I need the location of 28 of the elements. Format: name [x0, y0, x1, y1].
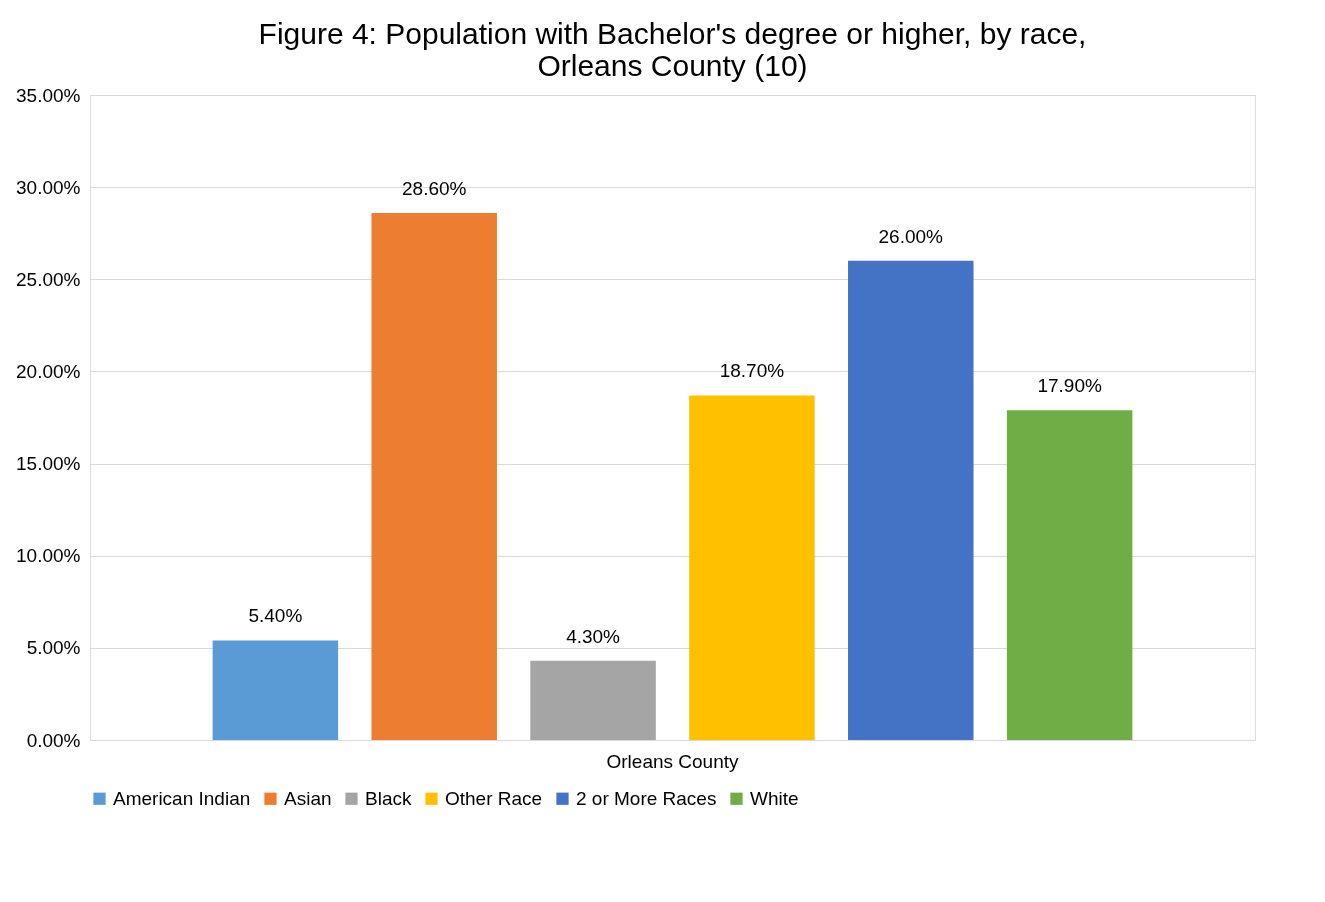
legend-label: White	[750, 787, 799, 809]
legend-label: Black	[365, 787, 412, 809]
text: 17.90%	[1037, 375, 1102, 397]
y-tick-label: 5.00%	[26, 637, 81, 659]
chart-title: Figure 4: Population with Bachelor's degree or higher, by race, Orleans County (10)	[258, 17, 1087, 82]
y-tick-label: 0.00%	[26, 729, 81, 751]
legend-label: 2 or More Races	[576, 787, 717, 809]
y-tick-label: 10.00%	[16, 545, 81, 567]
legend-label: American Indian	[113, 787, 251, 809]
text: 4.30%	[566, 625, 621, 647]
text: 5.40%	[248, 605, 303, 627]
legend-label: Other Race	[445, 787, 543, 809]
y-tick-label: 20.00%	[16, 360, 81, 382]
text: 28.60%	[402, 177, 467, 199]
y-tick-label: 25.00%	[16, 268, 81, 290]
bar	[212, 640, 339, 740]
text: 18.70%	[719, 360, 785, 382]
bar	[371, 212, 497, 740]
y-tick-label: 15.00%	[16, 453, 81, 475]
text: 26.00%	[878, 225, 943, 247]
y-tick-label: 35.00%	[16, 84, 81, 106]
bar	[848, 260, 974, 740]
legend-label: Asian	[284, 787, 332, 809]
bar	[1006, 410, 1133, 740]
bar	[689, 395, 815, 740]
y-tick-label: 30.00%	[16, 176, 81, 198]
bar	[530, 660, 656, 740]
x-tick-label: Orleans County	[606, 750, 739, 772]
